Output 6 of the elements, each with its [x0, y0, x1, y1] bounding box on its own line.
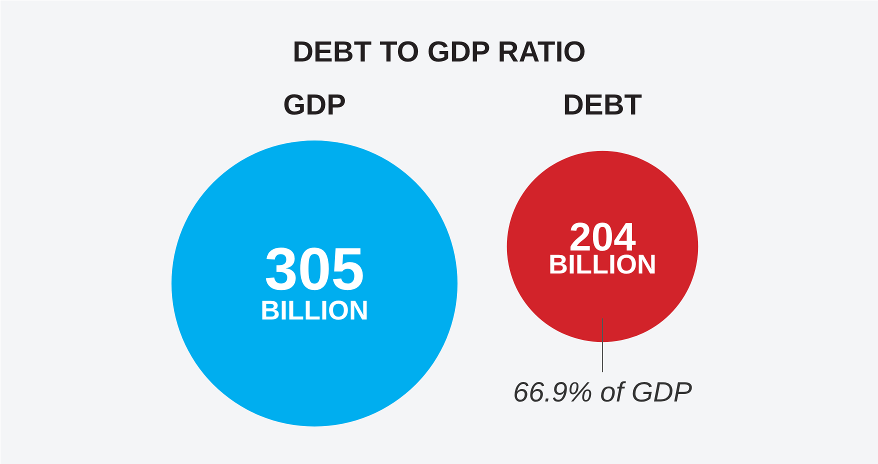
- text: DEBT TO GDP RATIO: [292, 36, 586, 68]
- data-label: 204 BILLION: [548, 215, 657, 280]
- text: 66.9% of GDP: [513, 376, 692, 408]
- category-label: DEBT: [563, 90, 642, 122]
- data-label: 305 BILLION: [260, 235, 369, 326]
- category-label: GDP: [283, 90, 346, 122]
